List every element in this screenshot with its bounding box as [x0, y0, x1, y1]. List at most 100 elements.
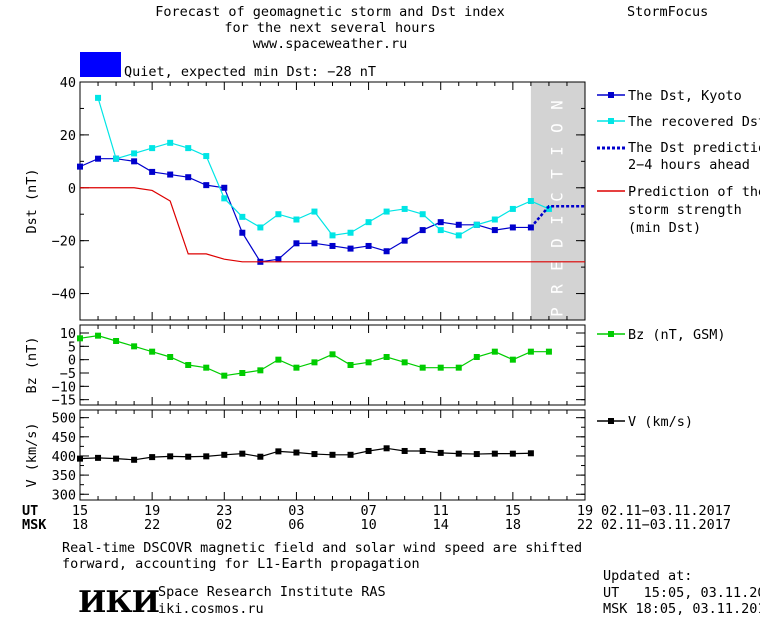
prediction-band-letter: E	[547, 261, 566, 271]
website-link[interactable]: www.spaceweather.ru	[252, 36, 408, 52]
data-point	[383, 208, 390, 215]
data-point	[509, 224, 516, 231]
msk-date-range: 02.11−03.11.2017	[601, 517, 731, 533]
data-point	[347, 451, 354, 458]
ut-tick-label: 19	[144, 503, 160, 519]
data-point	[113, 338, 120, 344]
institute-site-link[interactable]: iki.cosmos.ru	[158, 601, 264, 617]
data-point	[149, 454, 156, 461]
ut-tick-label: 07	[360, 503, 376, 519]
data-point	[365, 219, 372, 226]
msk-tick-label: 22	[577, 517, 593, 533]
data-point	[203, 364, 210, 371]
data-point	[131, 150, 138, 157]
data-point	[185, 145, 192, 152]
data-point	[473, 221, 480, 228]
legend-recovered-dst: The recovered Dst	[628, 114, 760, 130]
data-point	[491, 227, 498, 234]
data-point	[545, 205, 552, 212]
dst-panel-frame	[79, 81, 586, 321]
series-line	[97, 97, 550, 237]
legend-storm-strength: storm strength	[628, 202, 742, 218]
data-point	[293, 449, 300, 456]
series-line	[529, 205, 585, 229]
data-point	[95, 332, 102, 339]
ut-axis-label: UT	[22, 503, 38, 519]
data-point	[509, 205, 516, 212]
data-point	[419, 364, 426, 371]
legend-dst-kyoto: The Dst, Kyoto	[628, 88, 742, 104]
data-point	[491, 216, 498, 223]
data-point	[383, 248, 390, 255]
data-point	[455, 450, 462, 457]
y-tick-label: 300	[52, 487, 76, 503]
data-point	[203, 153, 210, 160]
status-text: Quiet, expected min Dst: −28 nT	[124, 64, 376, 80]
prediction-band-letter: T	[547, 169, 566, 179]
data-point	[275, 256, 282, 263]
data-point	[95, 94, 102, 101]
data-point	[293, 216, 300, 223]
data-point	[185, 174, 192, 181]
y-axis-title: Bz (nT)	[24, 337, 40, 394]
data-point	[437, 364, 444, 371]
ut-tick-label: 03	[288, 503, 304, 519]
msk-tick-label: 18	[72, 517, 88, 533]
y-tick-label: −5	[60, 366, 76, 382]
data-point	[365, 447, 372, 454]
y-tick-label: −10	[52, 379, 76, 395]
data-point	[383, 354, 390, 360]
legend-marker-point	[608, 331, 614, 337]
y-tick-label: 350	[52, 468, 76, 484]
data-point	[491, 348, 498, 355]
data-point	[221, 451, 228, 458]
data-point	[221, 184, 228, 191]
y-tick-label: 500	[52, 411, 76, 427]
ut-tick-label: 11	[433, 503, 449, 519]
y-tick-label: 40	[60, 75, 76, 91]
data-point	[347, 229, 354, 236]
data-point	[527, 348, 534, 355]
data-point	[437, 227, 444, 234]
data-point	[365, 359, 372, 366]
legend-dst-prediction: The Dst prediction	[628, 140, 760, 156]
data-point	[473, 451, 480, 458]
data-point	[437, 449, 444, 456]
data-point	[113, 455, 120, 462]
data-point	[95, 454, 102, 461]
data-point	[239, 370, 246, 376]
updated-msk: MSK 18:05, 03.11.2017	[603, 601, 760, 617]
data-point	[509, 450, 516, 457]
legend-bz: Bz (nT, GSM)	[628, 327, 726, 343]
msk-tick-label: 06	[288, 517, 304, 533]
data-point	[437, 219, 444, 226]
data-point	[401, 359, 408, 366]
data-point	[329, 242, 336, 249]
prediction-band-letter: I	[547, 215, 566, 225]
chart-title-line-2: for the next several hours	[224, 20, 436, 36]
y-tick-label: 10	[60, 326, 76, 342]
data-point	[329, 232, 336, 239]
status-color-swatch	[80, 52, 121, 77]
data-point	[77, 335, 83, 342]
institute-name: Space Research Institute RAS	[158, 584, 386, 600]
data-point	[221, 195, 228, 202]
footnote-line-1: Real-time DSCOVR magnetic field and sola…	[62, 540, 583, 556]
data-point	[401, 205, 408, 212]
y-axis-title: Dst (nT)	[24, 168, 40, 233]
data-point	[275, 356, 282, 363]
data-point	[131, 456, 138, 463]
data-point	[509, 356, 516, 363]
data-point	[95, 155, 102, 162]
data-point	[419, 211, 426, 218]
data-point	[311, 359, 318, 366]
y-tick-label: 5	[68, 339, 76, 355]
data-point	[221, 372, 228, 379]
data-point	[185, 362, 192, 368]
data-point	[383, 445, 390, 452]
data-point	[419, 227, 426, 234]
prediction-band-letter: I	[547, 146, 566, 156]
data-point	[167, 354, 174, 360]
series-line	[79, 158, 531, 263]
